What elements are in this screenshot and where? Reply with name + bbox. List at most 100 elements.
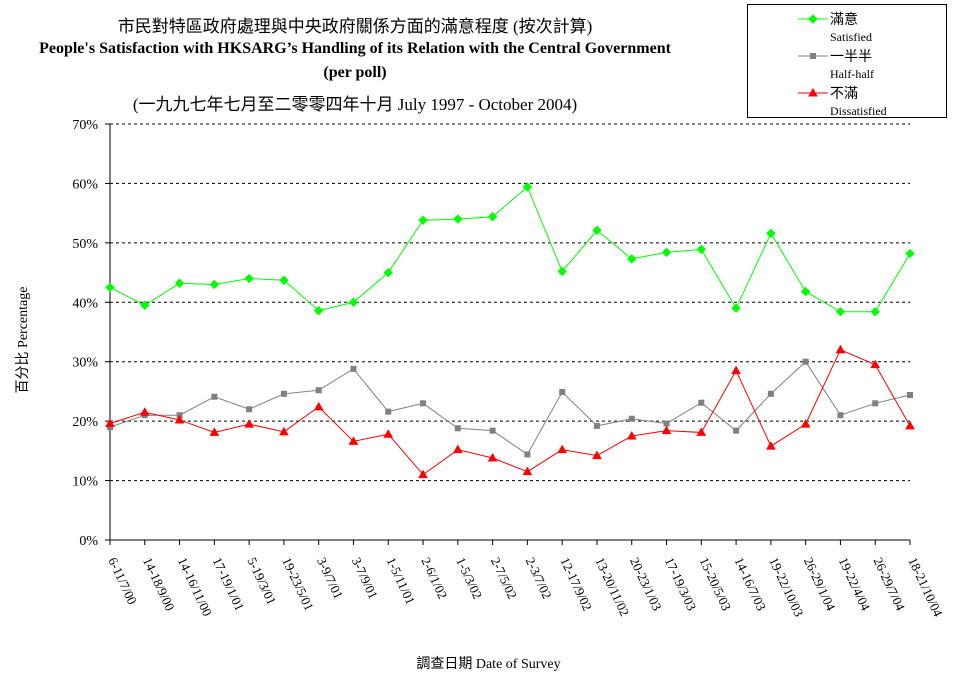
legend-label-satisfied: 滿意: [830, 11, 858, 28]
x-tick-label: 2-3/7/02: [523, 555, 555, 601]
x-tick-label: 15-20/5/03: [697, 555, 735, 613]
data-point-satisfied: [661, 247, 672, 258]
legend-label-half-half: 一半半: [830, 49, 872, 65]
data-point-satisfied: [279, 275, 289, 286]
data-point-dissatisfied: [383, 429, 394, 438]
data-point-dissatisfied: [800, 419, 811, 428]
data-point-dissatisfied: [522, 466, 533, 476]
data-point-half-half: [733, 427, 740, 434]
data-point-satisfied: [487, 212, 498, 222]
x-tick-label: 1-5/3/02: [453, 555, 485, 601]
chart-title-english: People's Satisfaction with HKSARG’s Hand…: [39, 40, 671, 57]
x-tick-label: 20-23/1/03: [627, 555, 665, 613]
data-point-dissatisfied: [905, 420, 915, 430]
x-tick-label: 19-22/10/03: [766, 555, 806, 619]
data-point-half-half: [628, 415, 635, 422]
data-point-satisfied: [696, 244, 707, 255]
series-line-dissatisfied: [109, 349, 911, 476]
data-point-satisfied: [870, 307, 880, 317]
data-point-dissatisfied: [139, 407, 150, 416]
data-point-half-half: [767, 390, 774, 397]
x-tick-label: 2-6/1/02: [418, 555, 450, 601]
data-point-dissatisfied: [279, 426, 289, 436]
data-point-dissatisfied: [592, 450, 602, 460]
data-point-satisfied: [418, 215, 428, 225]
data-point-dissatisfied: [731, 365, 741, 375]
data-point-satisfied: [244, 273, 254, 284]
chart-subtitle-period: (一九九七年七月至二零零四年十月 July 1997 - October 200…: [132, 95, 578, 114]
data-point-half-half: [454, 425, 461, 432]
x-tick-label: 17-19/1/01: [210, 555, 248, 613]
data-point-satisfied: [313, 305, 324, 316]
legend-marker-satisfied: [808, 14, 818, 24]
data-point-half-half: [211, 393, 218, 400]
data-point-satisfied: [835, 307, 846, 317]
y-tick-label: 50%: [72, 237, 98, 252]
data-point-satisfied: [140, 300, 150, 310]
data-point-dissatisfied: [348, 436, 359, 445]
y-axis-title: 百分比 Percentage: [16, 286, 31, 394]
data-point-dissatisfied: [209, 427, 220, 436]
data-point-half-half: [489, 427, 496, 434]
chart-title-per-poll: (per poll): [323, 64, 387, 81]
x-tick-label: 18-21/10/04: [905, 555, 946, 619]
data-point-half-half: [907, 391, 913, 398]
data-point-dissatisfied: [452, 444, 463, 454]
x-tick-label: 26-29/1/04: [801, 555, 839, 613]
data-point-half-half: [663, 420, 670, 427]
data-point-half-half: [385, 408, 392, 415]
data-point-dissatisfied: [661, 425, 672, 435]
data-point-satisfied: [731, 303, 741, 313]
series-line-half-half: [109, 360, 911, 456]
y-tick-label: 10%: [72, 475, 98, 490]
x-tick-label: 13-20/11/02: [592, 555, 632, 619]
x-axis-title: 調查日期 Date of Survey: [416, 657, 561, 672]
x-tick-label: 12-17/9/02: [557, 555, 595, 613]
legend-label-en-satisfied: Satisfied: [830, 30, 872, 44]
legend: 滿意 Satisfied 一半半 Half-half 不滿 Dissatisfied: [747, 4, 947, 118]
data-point-satisfied: [348, 297, 359, 307]
data-point-half-half: [107, 424, 113, 431]
y-tick-label: 40%: [72, 296, 98, 311]
data-point-half-half: [698, 399, 705, 406]
data-point-half-half: [280, 390, 287, 397]
y-tick-label: 60%: [72, 177, 98, 192]
data-point-half-half: [559, 389, 566, 396]
data-point-dissatisfied: [244, 419, 254, 428]
series-line-satisfied: [109, 186, 911, 313]
legend-label-en-dissatisfied: Dissatisfied: [830, 104, 887, 117]
data-point-satisfied: [627, 254, 637, 264]
data-point-dissatisfied: [174, 414, 185, 424]
x-tick-label: 3-7/9/01: [349, 555, 381, 601]
data-point-dissatisfied: [105, 418, 115, 428]
x-tick-label: 3-9/7/01: [314, 555, 346, 601]
x-tick-label: 19-23/5/01: [279, 555, 317, 613]
data-point-satisfied: [174, 278, 185, 288]
data-point-satisfied: [105, 282, 115, 293]
legend-label-dissatisfied: 不滿: [830, 86, 858, 102]
legend-label-en-half-half: Half-half: [830, 67, 874, 81]
y-tick-label: 20%: [72, 415, 98, 430]
x-tick-label: 6-11/7/00: [105, 555, 140, 607]
data-point-satisfied: [800, 286, 811, 297]
data-point-satisfied: [209, 279, 220, 290]
y-tick-label: 0%: [79, 534, 98, 549]
x-tick-label: 14-18/9/00: [140, 555, 178, 613]
y-tick-label: 30%: [72, 356, 98, 371]
x-tick-label: 1-5/11/01: [384, 555, 419, 607]
legend-marker-half-half: [810, 53, 816, 59]
data-point-dissatisfied: [313, 401, 324, 411]
data-point-half-half: [350, 365, 357, 372]
x-tick-label: 14-16/11/00: [175, 555, 215, 619]
data-point-dissatisfied: [870, 359, 881, 369]
data-point-dissatisfied: [696, 427, 707, 436]
chart-title-chinese: 市民對特區政府處理與中央政府關係方面的滿意程度 (按次計算): [117, 17, 593, 36]
x-tick-label: 2-7/5/02: [488, 555, 520, 601]
x-tick-label: 5-19/3/01: [244, 555, 279, 607]
data-point-half-half: [315, 387, 322, 394]
data-point-satisfied: [383, 267, 393, 278]
data-point-dissatisfied: [835, 344, 846, 354]
data-point-half-half: [246, 406, 253, 413]
data-point-dissatisfied: [487, 452, 498, 462]
